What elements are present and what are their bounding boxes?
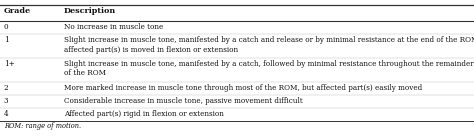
- Text: 1+: 1+: [4, 60, 15, 68]
- Text: 2: 2: [4, 84, 9, 92]
- Text: Considerable increase in muscle tone, passive movement difficult: Considerable increase in muscle tone, pa…: [64, 97, 303, 105]
- Text: Affected part(s) rigid in flexion or extension: Affected part(s) rigid in flexion or ext…: [64, 110, 224, 118]
- Text: More marked increase in muscle tone through most of the ROM, but affected part(s: More marked increase in muscle tone thro…: [64, 84, 422, 92]
- Text: Description: Description: [64, 7, 116, 15]
- Text: ROM: range of motion.: ROM: range of motion.: [4, 122, 81, 130]
- Text: 0: 0: [4, 23, 9, 31]
- Text: No increase in muscle tone: No increase in muscle tone: [64, 23, 163, 31]
- Text: 3: 3: [4, 97, 8, 105]
- Text: Grade: Grade: [4, 7, 31, 15]
- Text: Slight increase in muscle tone, manifested by a catch, followed by minimal resis: Slight increase in muscle tone, manifest…: [64, 60, 474, 78]
- Text: Slight increase in muscle tone, manifested by a catch and release or by minimal : Slight increase in muscle tone, manifest…: [64, 36, 474, 54]
- Text: 1: 1: [4, 36, 9, 44]
- Text: 4: 4: [4, 110, 9, 118]
